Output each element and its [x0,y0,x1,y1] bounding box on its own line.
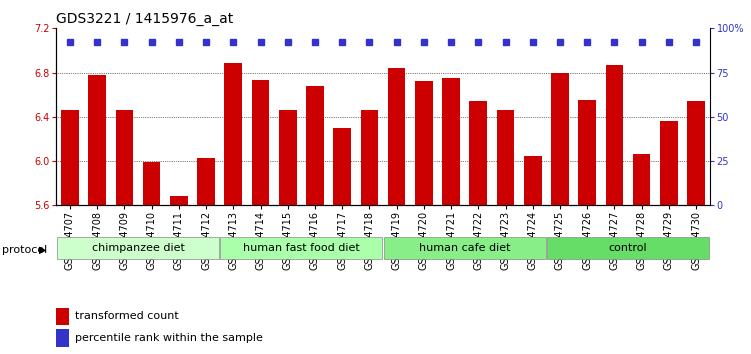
Bar [56,308,69,325]
Bar [198,158,215,205]
Bar [605,65,623,205]
Bar [333,128,351,205]
Bar [633,154,650,205]
Bar [496,110,514,205]
Bar [279,110,297,205]
Bar [252,80,270,205]
Bar [660,121,677,205]
Bar [524,155,541,205]
Bar [61,110,79,205]
Bar [57,236,219,259]
Text: human fast food diet: human fast food diet [243,243,360,253]
Bar [306,86,324,205]
Text: control: control [609,243,647,253]
Bar [442,78,460,205]
Bar [687,101,705,205]
Bar [360,110,379,205]
Bar [225,63,242,205]
Bar [547,236,709,259]
Text: percentile rank within the sample: percentile rank within the sample [74,333,263,343]
Bar [220,236,382,259]
Bar [116,110,133,205]
Text: human cafe diet: human cafe diet [419,243,511,253]
Bar [89,75,106,205]
Bar [578,100,596,205]
Bar [384,236,546,259]
Text: chimpanzee diet: chimpanzee diet [92,243,185,253]
Bar [143,162,161,205]
Bar [469,101,487,205]
Text: protocol: protocol [2,245,47,255]
Text: ▶: ▶ [39,245,47,255]
Bar [56,329,69,347]
Bar [170,196,188,205]
Bar [388,68,406,205]
Bar [415,81,433,205]
Text: transformed count: transformed count [74,312,179,321]
Bar [551,73,569,205]
Text: GDS3221 / 1415976_a_at: GDS3221 / 1415976_a_at [56,12,234,26]
